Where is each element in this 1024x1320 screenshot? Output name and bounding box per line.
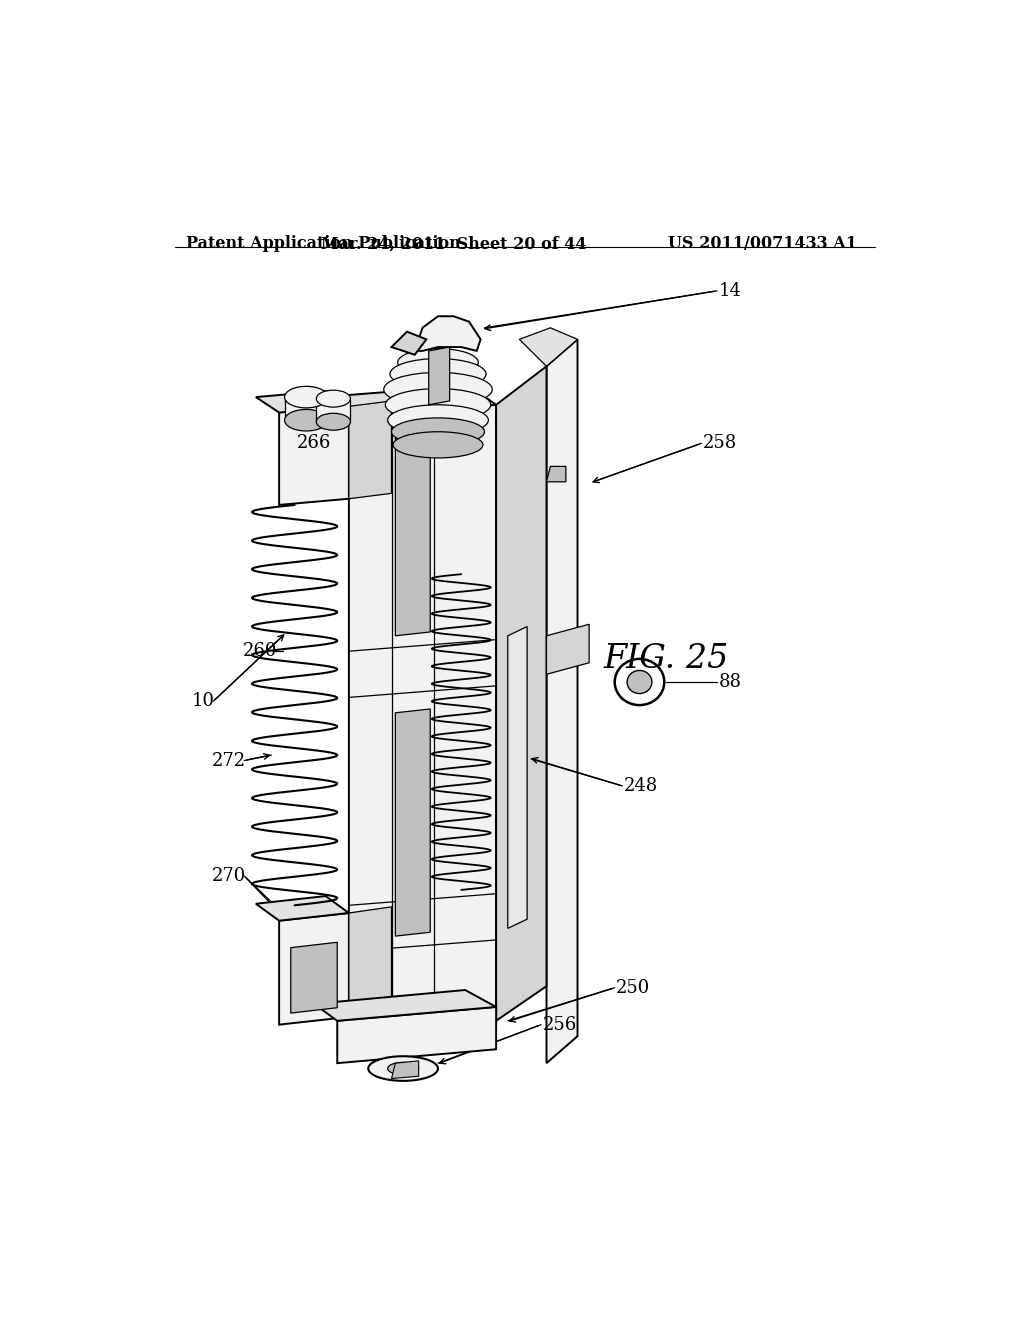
Ellipse shape [397, 348, 478, 376]
Text: 248: 248 [624, 777, 658, 795]
Polygon shape [316, 399, 350, 422]
Text: 256: 256 [543, 1015, 577, 1034]
Text: Mar. 24, 2011  Sheet 20 of 44: Mar. 24, 2011 Sheet 20 of 44 [321, 235, 587, 252]
Ellipse shape [388, 405, 488, 436]
Text: 272: 272 [212, 751, 246, 770]
Ellipse shape [393, 432, 483, 458]
Polygon shape [391, 331, 426, 355]
Polygon shape [395, 432, 430, 636]
Polygon shape [496, 367, 547, 1020]
Ellipse shape [316, 413, 350, 430]
Polygon shape [415, 317, 480, 351]
Ellipse shape [285, 387, 328, 408]
Polygon shape [256, 896, 349, 921]
Text: 258: 258 [703, 434, 737, 453]
Text: 14: 14 [719, 282, 741, 300]
Polygon shape [391, 1061, 419, 1078]
Ellipse shape [384, 372, 493, 407]
Polygon shape [349, 405, 496, 1032]
Polygon shape [314, 990, 496, 1020]
Polygon shape [429, 347, 450, 405]
Ellipse shape [388, 1063, 419, 1074]
Text: 260: 260 [243, 643, 278, 660]
Ellipse shape [390, 359, 486, 389]
Ellipse shape [614, 659, 665, 705]
Polygon shape [349, 401, 391, 499]
Polygon shape [280, 913, 349, 1024]
Ellipse shape [316, 391, 350, 407]
Polygon shape [291, 942, 337, 1014]
Polygon shape [395, 709, 430, 936]
Polygon shape [547, 466, 566, 482]
Polygon shape [547, 339, 578, 1063]
Polygon shape [256, 391, 349, 412]
Text: Patent Application Publication: Patent Application Publication [186, 235, 461, 252]
Ellipse shape [369, 1056, 438, 1081]
Text: 10: 10 [191, 692, 215, 710]
Ellipse shape [627, 671, 652, 693]
Text: US 2011/0071433 A1: US 2011/0071433 A1 [668, 235, 856, 252]
Polygon shape [337, 1007, 496, 1063]
Text: 88: 88 [719, 673, 741, 690]
Ellipse shape [285, 409, 328, 430]
Polygon shape [349, 907, 391, 1016]
Polygon shape [508, 627, 527, 928]
Polygon shape [285, 397, 328, 420]
Text: 250: 250 [616, 978, 650, 997]
Ellipse shape [391, 418, 484, 446]
Text: 266: 266 [297, 434, 332, 453]
Polygon shape [322, 385, 496, 416]
Polygon shape [519, 327, 578, 367]
Polygon shape [547, 624, 589, 675]
Polygon shape [280, 407, 349, 506]
Text: 270: 270 [212, 867, 246, 884]
Text: FIG. 25: FIG. 25 [604, 643, 729, 675]
Ellipse shape [385, 388, 490, 421]
